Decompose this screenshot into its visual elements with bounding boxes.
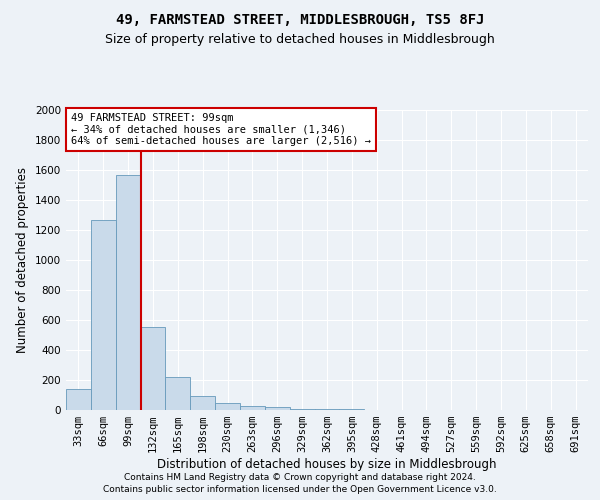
Bar <box>314 408 340 410</box>
Text: Contains public sector information licensed under the Open Government Licence v3: Contains public sector information licen… <box>103 485 497 494</box>
Y-axis label: Number of detached properties: Number of detached properties <box>16 167 29 353</box>
Bar <box>66 389 91 410</box>
Text: Contains HM Land Registry data © Crown copyright and database right 2024.: Contains HM Land Registry data © Crown c… <box>124 472 476 482</box>
X-axis label: Distribution of detached houses by size in Middlesbrough: Distribution of detached houses by size … <box>157 458 497 471</box>
Bar <box>140 327 166 410</box>
Bar <box>340 409 364 410</box>
Bar <box>190 396 215 410</box>
Bar <box>91 220 116 410</box>
Bar <box>166 377 190 410</box>
Bar <box>240 406 265 410</box>
Text: Size of property relative to detached houses in Middlesbrough: Size of property relative to detached ho… <box>105 32 495 46</box>
Bar <box>116 174 140 410</box>
Text: 49 FARMSTEAD STREET: 99sqm
← 34% of detached houses are smaller (1,346)
64% of s: 49 FARMSTEAD STREET: 99sqm ← 34% of deta… <box>71 113 371 146</box>
Bar <box>215 402 240 410</box>
Bar <box>290 408 314 410</box>
Text: 49, FARMSTEAD STREET, MIDDLESBROUGH, TS5 8FJ: 49, FARMSTEAD STREET, MIDDLESBROUGH, TS5… <box>116 12 484 26</box>
Bar <box>265 407 290 410</box>
